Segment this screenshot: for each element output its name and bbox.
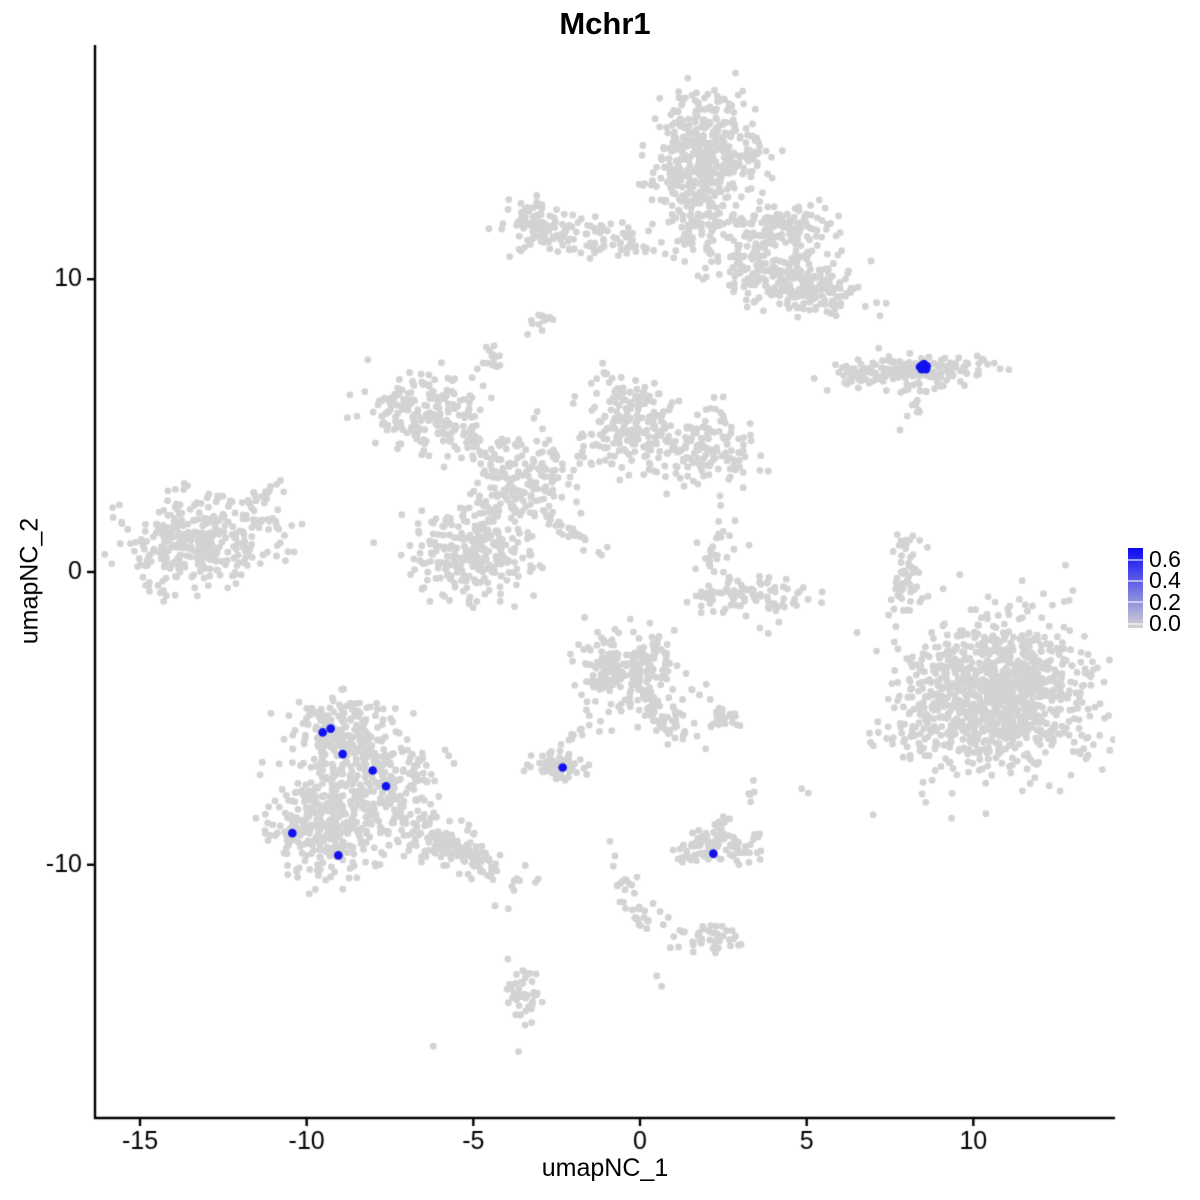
y-axis-label: umapNC_2 bbox=[15, 517, 44, 645]
legend-label: 0.0 bbox=[1149, 610, 1181, 637]
colorbar-gradient bbox=[1128, 548, 1143, 628]
plot-title: Mchr1 bbox=[559, 6, 651, 41]
legend-label: 0.6 bbox=[1149, 546, 1181, 572]
colorbar-legend: 0.6 0.4 0.2 0.0 bbox=[1120, 540, 1200, 640]
legend-label: 0.4 bbox=[1149, 567, 1181, 594]
x-axis-label: umapNC_1 bbox=[541, 1154, 669, 1182]
colorbar-tick bbox=[1128, 622, 1143, 625]
colorbar-tick bbox=[1128, 579, 1143, 582]
colorbar-tick bbox=[1128, 601, 1143, 604]
colorbar-tick bbox=[1128, 558, 1143, 561]
legend-label: 0.2 bbox=[1149, 588, 1181, 615]
